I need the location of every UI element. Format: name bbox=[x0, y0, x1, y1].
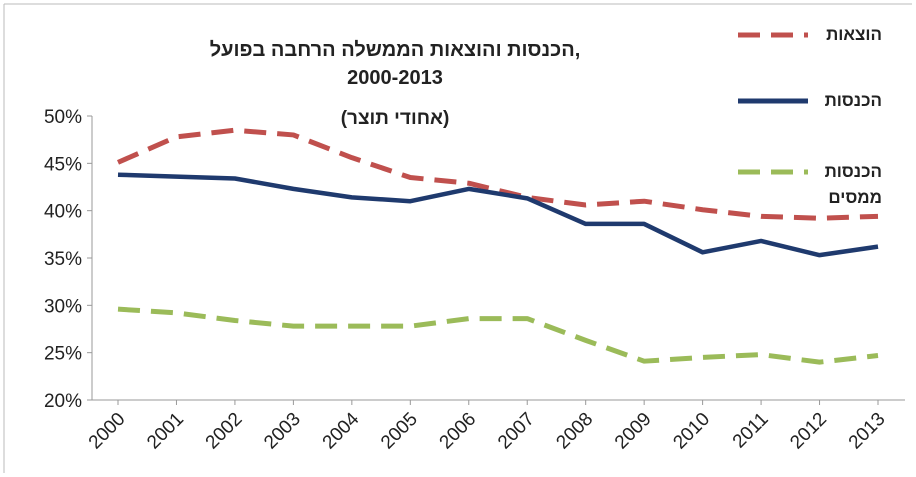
y-tick-label: 35% bbox=[44, 249, 82, 270]
chart-title: הכנסות והוצאות הממשלה הרחבה בפועל, bbox=[210, 39, 581, 61]
x-tick-label: 2010 bbox=[669, 409, 714, 454]
y-tick-label: 25% bbox=[44, 344, 82, 365]
x-tick-label: 2007 bbox=[494, 409, 539, 454]
x-tick-label: 2011 bbox=[729, 409, 773, 453]
x-tick-label: 2004 bbox=[319, 408, 364, 453]
x-tick-label: 2012 bbox=[786, 409, 831, 454]
chart-subtitle: (אחודי תוצר) bbox=[341, 108, 450, 129]
y-tick-label: 45% bbox=[44, 154, 82, 175]
legend-label: הוצאות bbox=[826, 25, 882, 44]
x-tick-label: 2006 bbox=[436, 409, 481, 454]
x-tick-label: 2001 bbox=[143, 409, 188, 454]
x-tick-label: 2013 bbox=[845, 409, 890, 454]
x-tick-label: 2000 bbox=[85, 409, 130, 454]
x-tick-label: 2003 bbox=[260, 409, 305, 454]
line-series bbox=[117, 306, 879, 365]
line-series bbox=[117, 172, 879, 258]
line-series bbox=[116, 127, 879, 221]
y-tick-label: 30% bbox=[44, 296, 82, 317]
y-tick-label: 40% bbox=[44, 202, 82, 223]
y-tick-label: 20% bbox=[44, 391, 82, 412]
x-tick-label: 2008 bbox=[552, 409, 597, 454]
x-tick-label: 2002 bbox=[202, 409, 247, 454]
x-tick-label: 2009 bbox=[611, 409, 656, 454]
y-tick-label: 50% bbox=[44, 107, 82, 128]
x-tick-label: 2005 bbox=[377, 409, 422, 454]
legend-label: הכנסות ממסים bbox=[824, 162, 882, 207]
chart-title: 2000-2013 bbox=[347, 67, 443, 89]
legend-label: הכנסות bbox=[824, 91, 882, 110]
